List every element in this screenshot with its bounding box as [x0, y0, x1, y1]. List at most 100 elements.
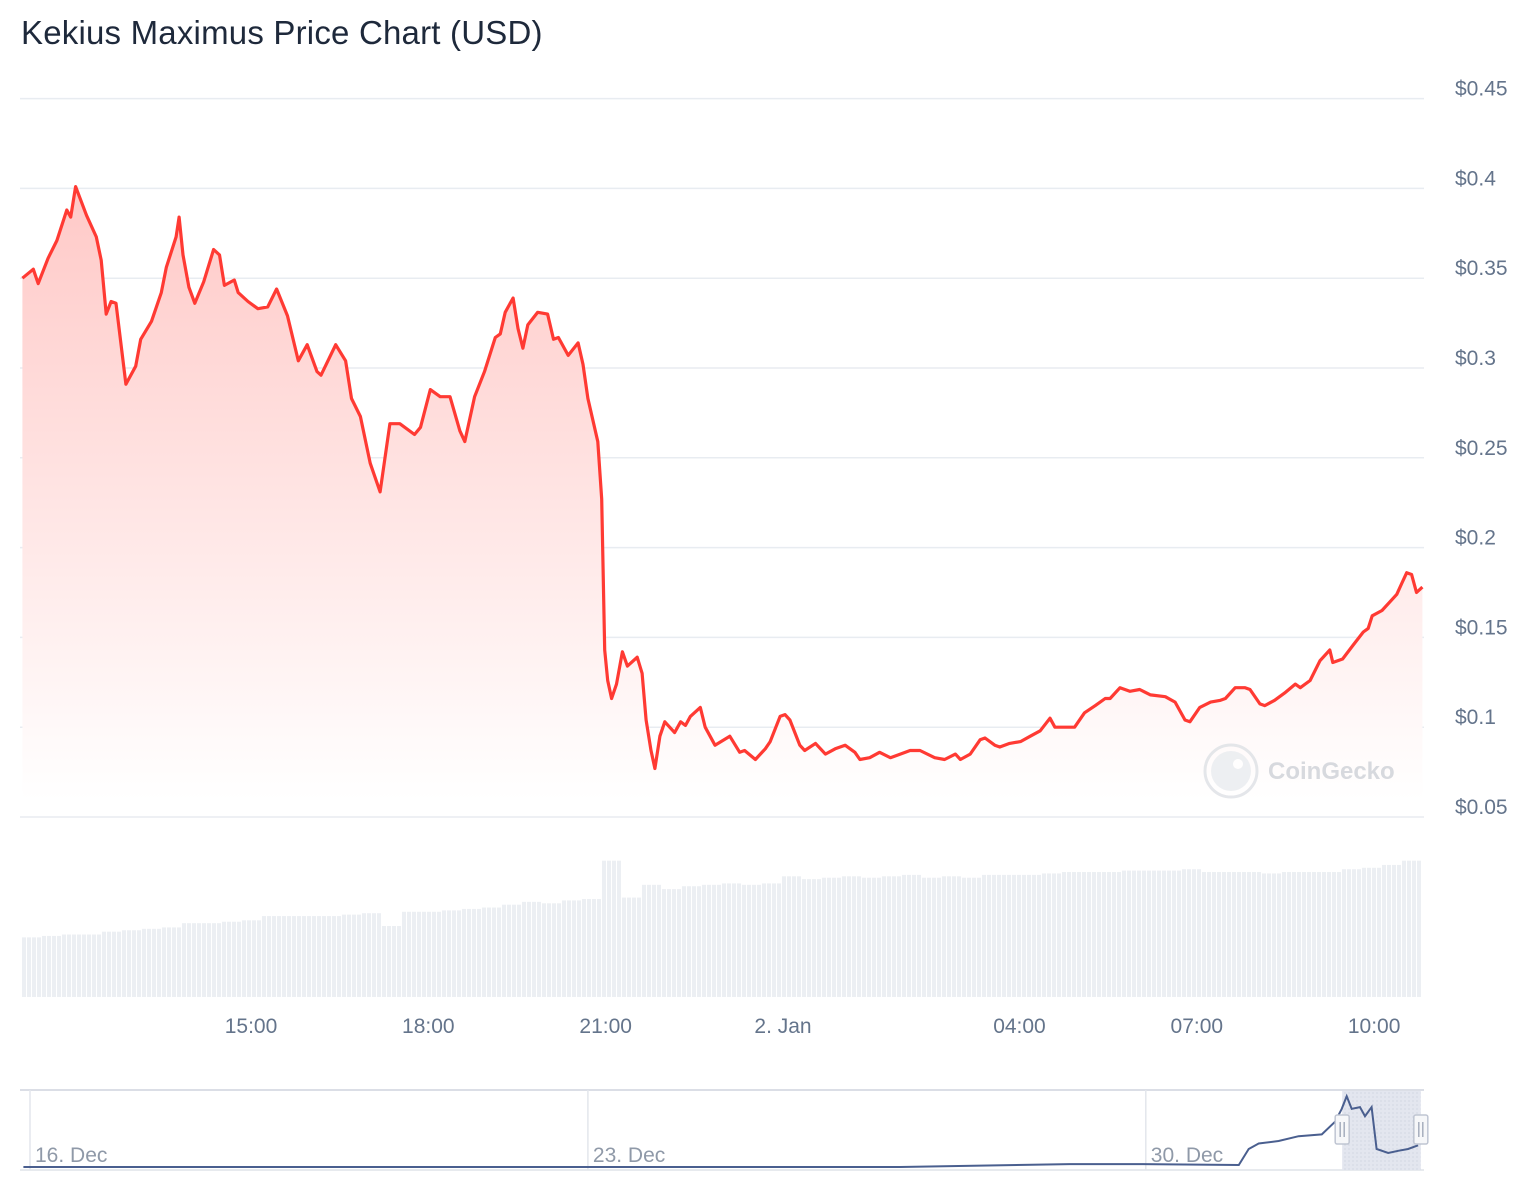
volume-bar [1022, 874, 1026, 997]
volume-bar [147, 928, 151, 997]
volume-bar [787, 876, 791, 997]
volume-bar [267, 916, 271, 997]
volume-bar [362, 913, 366, 997]
navigator-tick-label: 30. Dec [1151, 1144, 1223, 1167]
volume-bar [687, 886, 691, 997]
navigator-selected-range[interactable] [1342, 1091, 1421, 1170]
volume-bar [1282, 872, 1286, 997]
volume-bar [667, 889, 671, 997]
volume-bar [1142, 870, 1146, 997]
chart-title: Kekius Maximus Price Chart (USD) [21, 14, 543, 51]
volume-bar [262, 916, 266, 997]
volume-bar [222, 921, 226, 997]
price-line [21, 185, 1424, 771]
volume-bar [842, 876, 846, 997]
volume-bar [672, 889, 676, 997]
y-axis-labels: $0.45 $0.4 $0.35 $0.3 $0.25 $0.2 $0.15 $0.1 $0.0… [1455, 78, 1508, 819]
volume-bar [417, 911, 421, 997]
volume-bar [292, 916, 296, 997]
volume-bar [427, 911, 431, 997]
volume-bar [1077, 872, 1081, 997]
navigator[interactable]: 16. Dec 23. Dec 30. Dec [20, 1089, 1429, 1171]
volume-bar [1107, 872, 1111, 997]
volume-bar [782, 876, 786, 997]
volume-bar [247, 920, 251, 997]
volume-bar [297, 916, 301, 997]
volume-bar [937, 877, 941, 997]
volume-bar [42, 935, 46, 997]
volume-bar [82, 934, 86, 997]
volume-bar [682, 886, 686, 997]
volume-bar [1382, 864, 1386, 997]
volume-bar [97, 934, 101, 997]
volume-bar [557, 903, 561, 997]
volume-bar [1237, 872, 1241, 997]
volume-bar [1402, 860, 1406, 997]
volume-bar [727, 883, 731, 997]
volume-bar [862, 877, 866, 997]
volume-bar [607, 860, 611, 997]
volume-bar [1032, 874, 1036, 997]
volume-bar [927, 877, 931, 997]
volume-bar [987, 874, 991, 997]
volume-bars [22, 860, 1421, 997]
volume-bar [662, 889, 666, 997]
navigator-tick-label: 23. Dec [593, 1144, 665, 1167]
volume-bar [552, 903, 556, 997]
volume-bar [1342, 869, 1346, 997]
volume-bar [1152, 870, 1156, 997]
volume-bar [392, 926, 396, 997]
volume-bar [1027, 874, 1031, 997]
volume-bar [1317, 872, 1321, 997]
volume-bar [67, 934, 71, 997]
volume-bar [372, 913, 376, 997]
volume-bar [637, 897, 641, 997]
volume-bar [1267, 873, 1271, 997]
volume-bar [1217, 872, 1221, 997]
volume-bar [1072, 872, 1076, 997]
navigator-handle-right[interactable] [1413, 1114, 1429, 1145]
volume-bar [397, 926, 401, 997]
volume-bar [797, 876, 801, 997]
x-tick-label: 07:00 [1171, 1015, 1224, 1038]
navigator-handle-left[interactable] [1334, 1114, 1350, 1145]
x-tick-label: 18:00 [402, 1015, 455, 1038]
volume-bar [447, 910, 451, 997]
volume-bar [967, 877, 971, 997]
volume-bar [752, 884, 756, 997]
volume-bar [527, 901, 531, 997]
volume-bar [322, 916, 326, 997]
volume-bar [517, 904, 521, 997]
volume-bar [287, 916, 291, 997]
volume-bar [1157, 870, 1161, 997]
volume-bar [37, 937, 41, 997]
volume-bar [72, 934, 76, 997]
volume-bar [277, 916, 281, 997]
volume-bar [1297, 872, 1301, 997]
volume-bar [252, 920, 256, 997]
volume-bar [952, 876, 956, 997]
volume-bar [237, 921, 241, 997]
volume-bar [27, 937, 31, 997]
volume-bar [947, 876, 951, 997]
volume-bar [157, 928, 161, 997]
volume-bar [317, 916, 321, 997]
volume-bar [1092, 872, 1096, 997]
volume-bar [1172, 870, 1176, 997]
volume-bar [1377, 867, 1381, 997]
volume-bar [437, 911, 441, 997]
volume-bar [587, 899, 591, 997]
volume-bar [1272, 873, 1276, 997]
volume-bar [532, 901, 536, 997]
volume-bar [1247, 872, 1251, 997]
volume-bar [1097, 872, 1101, 997]
volume-bar [1177, 870, 1181, 997]
volume-bar [337, 916, 341, 997]
volume-bar [712, 884, 716, 997]
volume-bar [382, 926, 386, 997]
volume-bar [572, 900, 576, 997]
volume-bar [997, 874, 1001, 997]
volume-bar [822, 877, 826, 997]
volume-bar [817, 879, 821, 997]
